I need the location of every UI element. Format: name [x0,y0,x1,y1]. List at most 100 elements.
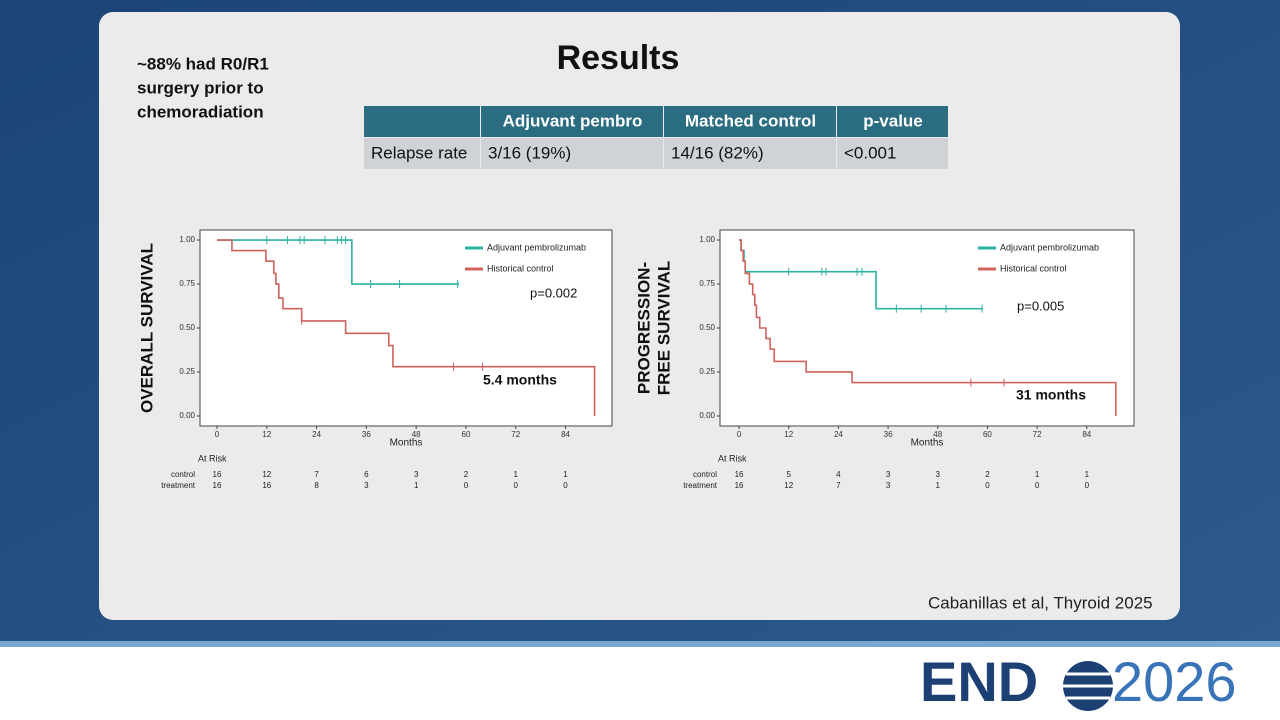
annotation: p=0.002 [530,285,577,300]
at-risk-row-name: control [171,470,195,479]
x-tick-label: 72 [511,430,520,439]
y-axis-label: FREE SURVIVAL [654,261,673,395]
table-cell [481,138,663,169]
annotation: 31 months [1016,387,1086,403]
slide-title: Results [557,39,680,77]
at-risk-value: 0 [1035,481,1040,490]
annotation: p=0.005 [1017,298,1064,313]
survival-curve [217,239,459,285]
x-tick-label: 48 [933,430,942,439]
at-risk-value: 1 [414,481,419,490]
at-risk-value: 2 [985,470,990,479]
y-tick-label: 1.00 [699,235,715,244]
at-risk-value: 3 [936,470,941,479]
y-axis-label: PROGRESSION- [634,262,653,394]
table-header-cell [481,106,663,137]
logo-globe-lines [1063,672,1113,700]
plot-area [199,229,613,427]
logo: END 2026 [920,650,1237,713]
x-tick-label: 72 [1033,430,1042,439]
y-tick-label: 0.25 [699,367,715,376]
x-tick-label: 12 [262,430,271,439]
note-line: ~88% had R0/R1 [137,54,269,73]
table-cell [664,138,836,169]
x-axis-label: Months [390,438,423,449]
table-cell-text: 14/16 (82%) [671,143,764,162]
at-risk-value: 16 [735,481,744,490]
at-risk-value: 12 [784,481,793,490]
at-risk-value: 0 [563,481,568,490]
note-line: surgery prior to [137,78,264,97]
at-risk-value: 16 [735,470,744,479]
at-risk-value: 0 [1085,481,1090,490]
at-risk-value: 7 [314,470,319,479]
x-tick-label: 84 [561,430,570,439]
at-risk-value: 0 [514,481,519,490]
plot-area [719,229,1135,427]
at-risk-value: 3 [886,470,891,479]
logo-left: END [920,650,1038,713]
table-cell [364,138,480,169]
y-tick-label: 0.50 [699,323,715,332]
x-tick-label: 24 [312,430,321,439]
at-risk-value: 1 [514,470,519,479]
at-risk-value: 16 [213,481,222,490]
table-header-cell [664,106,836,137]
x-tick-label: 84 [1082,430,1091,439]
at-risk-value: 3 [364,481,369,490]
at-risk-value: 1 [1085,470,1090,479]
table-header-cell [364,106,480,137]
table-cell [837,138,948,169]
x-tick-label: 12 [784,430,793,439]
legend-label: Adjuvant pembrolizumab [487,242,586,252]
x-tick-label: 60 [983,430,992,439]
divider [0,641,1280,647]
at-risk-row-name: control [693,470,717,479]
legend-label: Historical control [487,263,554,273]
at-risk-value: 7 [836,481,841,490]
at-risk-value: 3 [886,481,891,490]
y-tick-label: 0.00 [699,411,715,420]
x-tick-label: 0 [215,430,220,439]
y-tick-label: 0.00 [179,411,195,420]
at-risk-value: 6 [364,470,369,479]
note-line: chemoradiation [137,102,264,121]
y-tick-label: 0.25 [179,367,195,376]
legend-label: Adjuvant pembrolizumab [1000,242,1099,252]
annotation: 5.4 months [483,372,557,388]
at-risk-value: 12 [262,470,271,479]
table-cell-text: 3/16 (19%) [488,143,571,162]
x-tick-label: 36 [362,430,371,439]
table-header-cell [837,106,948,137]
at-risk-value: 16 [213,470,222,479]
at-risk-value: 1 [1035,470,1040,479]
x-tick-label: 36 [884,430,893,439]
y-tick-label: 0.75 [699,279,715,288]
y-tick-label: 0.75 [179,279,195,288]
x-tick-label: 48 [412,430,421,439]
table-cell-text: <0.001 [844,143,896,162]
survival-curve [739,239,1117,416]
table-header: Adjuvant pembro [503,111,643,130]
legend-label: Historical control [1000,263,1067,273]
at-risk-row-name: treatment [161,481,196,490]
at-risk-value: 4 [836,470,841,479]
citation: Cabanillas et al, Thyroid 2025 [928,593,1153,612]
x-tick-label: 60 [462,430,471,439]
x-tick-label: 0 [737,430,742,439]
survival-curve [217,239,596,416]
at-risk-value: 0 [464,481,469,490]
at-risk-title: At Risk [198,453,227,463]
y-axis-label: OVERALL SURVIVAL [137,243,156,413]
at-risk-value: 8 [314,481,319,490]
at-risk-value: 5 [786,470,791,479]
y-tick-label: 0.50 [179,323,195,332]
table-cell-text: Relapse rate [371,143,467,162]
at-risk-value: 2 [464,470,469,479]
at-risk-value: 0 [985,481,990,490]
at-risk-value: 16 [262,481,271,490]
table-header: p-value [863,111,923,130]
at-risk-title: At Risk [718,453,747,463]
at-risk-row-name: treatment [683,481,718,490]
